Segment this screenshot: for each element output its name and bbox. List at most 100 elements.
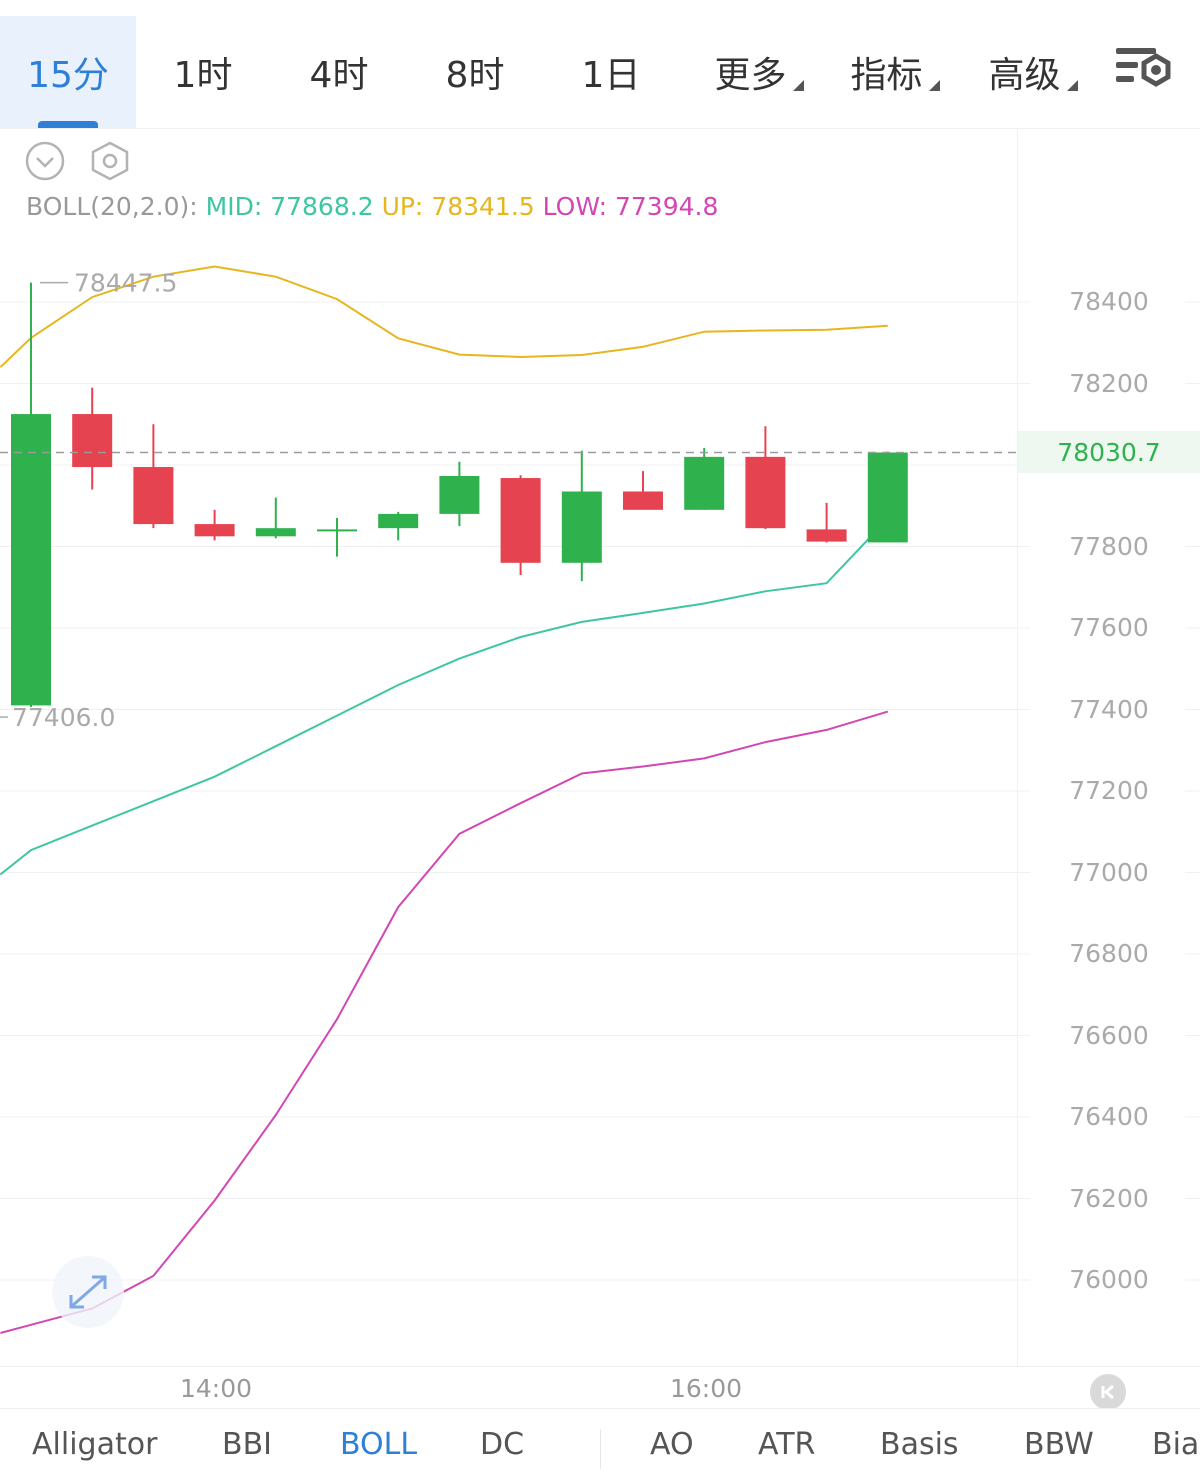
y-tick-label: 77000: [1069, 857, 1149, 887]
tab-dc[interactable]: DC: [480, 1427, 525, 1462]
tab-15m[interactable]: 15分: [0, 16, 136, 128]
candle: [684, 447, 725, 510]
hexagon-settings-icon: [91, 141, 129, 181]
tab-label: 高级: [988, 55, 1061, 96]
collapse-indicator-button[interactable]: [24, 140, 66, 186]
current-price-tag: 78030.7: [1018, 431, 1200, 474]
tab-8h[interactable]: 8时: [420, 16, 530, 128]
x-tick-label: 16:00: [669, 1374, 743, 1403]
y-tick-label: 78400: [1069, 287, 1149, 316]
candle-body: [500, 478, 541, 563]
chevron-down-icon: [25, 141, 65, 181]
tab-more[interactable]: 更多: [700, 16, 818, 128]
up-value: UP: 78341.5: [381, 192, 535, 221]
tab-advanced[interactable]: 高级: [974, 16, 1092, 128]
time-axis-line: [0, 1366, 1200, 1367]
y-tick-label: 77800: [1069, 531, 1149, 561]
candle-body: [561, 491, 602, 563]
y-tick-label: 76400: [1069, 1102, 1149, 1131]
tab-bbi[interactable]: BBI: [222, 1427, 273, 1462]
candle: [745, 426, 786, 529]
tab-label: 指标: [850, 55, 923, 96]
indicator-tab-bar: Alligator BBI BOLL DC AO ATR Basis BBW B…: [0, 1408, 1200, 1475]
candle: [194, 509, 235, 541]
candle-body: [867, 452, 908, 543]
candle-body: [745, 456, 786, 529]
tab-alligator[interactable]: Alligator: [32, 1427, 158, 1462]
candle-body: [684, 456, 725, 510]
tab-4h[interactable]: 4时: [284, 16, 394, 128]
tab-ao[interactable]: AO: [650, 1427, 694, 1462]
dropdown-caret-icon: [792, 79, 804, 91]
candle: [561, 450, 602, 582]
x-tick-label: 14:00: [179, 1374, 253, 1403]
y-tick-label: 78200: [1069, 368, 1149, 398]
candle-body: [623, 491, 663, 510]
high-low-markers: 78447.5 77406.0: [0, 269, 177, 732]
mid-value: MID: 77868.2: [205, 192, 374, 221]
indicator-settings-button[interactable]: [88, 140, 132, 186]
candle-body: [11, 414, 51, 706]
tab-label: 15分: [27, 55, 109, 96]
candlestick-chart[interactable]: 78447.5 77406.0: [0, 0, 1200, 1366]
candle: [806, 502, 847, 543]
go-to-latest-icon: [1101, 1384, 1114, 1400]
timeframe-bar: 15分 1时 4时 8时 1日 更多 指标 高级: [0, 0, 1200, 129]
candle: [378, 511, 419, 541]
tab-atr[interactable]: ATR: [758, 1427, 816, 1462]
candle-body: [133, 467, 174, 525]
dropdown-caret-icon: [1066, 79, 1078, 91]
tab-1d[interactable]: 1日: [556, 16, 666, 128]
tab-label: 1时: [173, 55, 233, 96]
price-axis-divider: [1017, 128, 1018, 1366]
lower-band-line: [0, 710, 889, 1334]
candle-body: [317, 529, 357, 532]
candle: [72, 387, 113, 490]
candle-body: [439, 476, 480, 514]
candle-body: [194, 524, 235, 537]
candles: [11, 282, 908, 708]
tab-divider: [600, 1429, 601, 1469]
candle: [11, 282, 51, 708]
chart-settings-button[interactable]: [1112, 42, 1176, 102]
tab-label: 1日: [581, 55, 641, 96]
candle: [255, 497, 296, 539]
candle-body: [255, 528, 296, 537]
tab-label: 8时: [445, 55, 505, 96]
active-tab-indicator: [38, 121, 98, 128]
grid-lines: [0, 301, 1200, 1281]
tab-bias[interactable]: Bias: [1152, 1427, 1200, 1462]
y-tick-label: 76800: [1069, 939, 1149, 968]
y-tick-label: 76600: [1069, 1020, 1149, 1050]
mid-band-line: [0, 518, 889, 876]
tab-indicators[interactable]: 指标: [836, 16, 954, 128]
candle-body: [378, 513, 419, 529]
y-tick-label: 77400: [1069, 694, 1149, 724]
candle: [623, 471, 663, 510]
indicator-name: BOLL(20,2.0):: [26, 192, 198, 221]
low-value: LOW: 77394.8: [542, 192, 719, 221]
tab-basis[interactable]: Basis: [880, 1427, 959, 1462]
dropdown-caret-icon: [928, 79, 940, 91]
candle-body: [72, 414, 113, 468]
expand-arrows-icon: [69, 1275, 107, 1309]
candle: [133, 424, 174, 529]
low-price-label: 77406.0: [12, 703, 115, 732]
tab-label: 4时: [309, 55, 369, 96]
boll-legend: BOLL(20,2.0): MID: 77868.2 UP: 78341.5 L…: [26, 192, 718, 221]
tab-1h[interactable]: 1时: [148, 16, 258, 128]
tab-bbw[interactable]: BBW: [1024, 1427, 1094, 1462]
chart-settings-icon: [1116, 48, 1171, 87]
y-tick-label: 76200: [1069, 1183, 1149, 1213]
boll-bands: [0, 265, 889, 1334]
candle: [317, 517, 357, 557]
high-price-label: 78447.5: [74, 269, 177, 298]
go-to-latest-button[interactable]: [1090, 1374, 1126, 1410]
candle-body: [806, 529, 847, 542]
tab-boll[interactable]: BOLL: [340, 1427, 418, 1462]
y-tick-label: 76000: [1069, 1265, 1149, 1294]
candle: [867, 451, 908, 543]
candle: [500, 475, 541, 576]
y-tick-label: 77200: [1069, 776, 1149, 805]
expand-chart-button[interactable]: [52, 1256, 124, 1328]
